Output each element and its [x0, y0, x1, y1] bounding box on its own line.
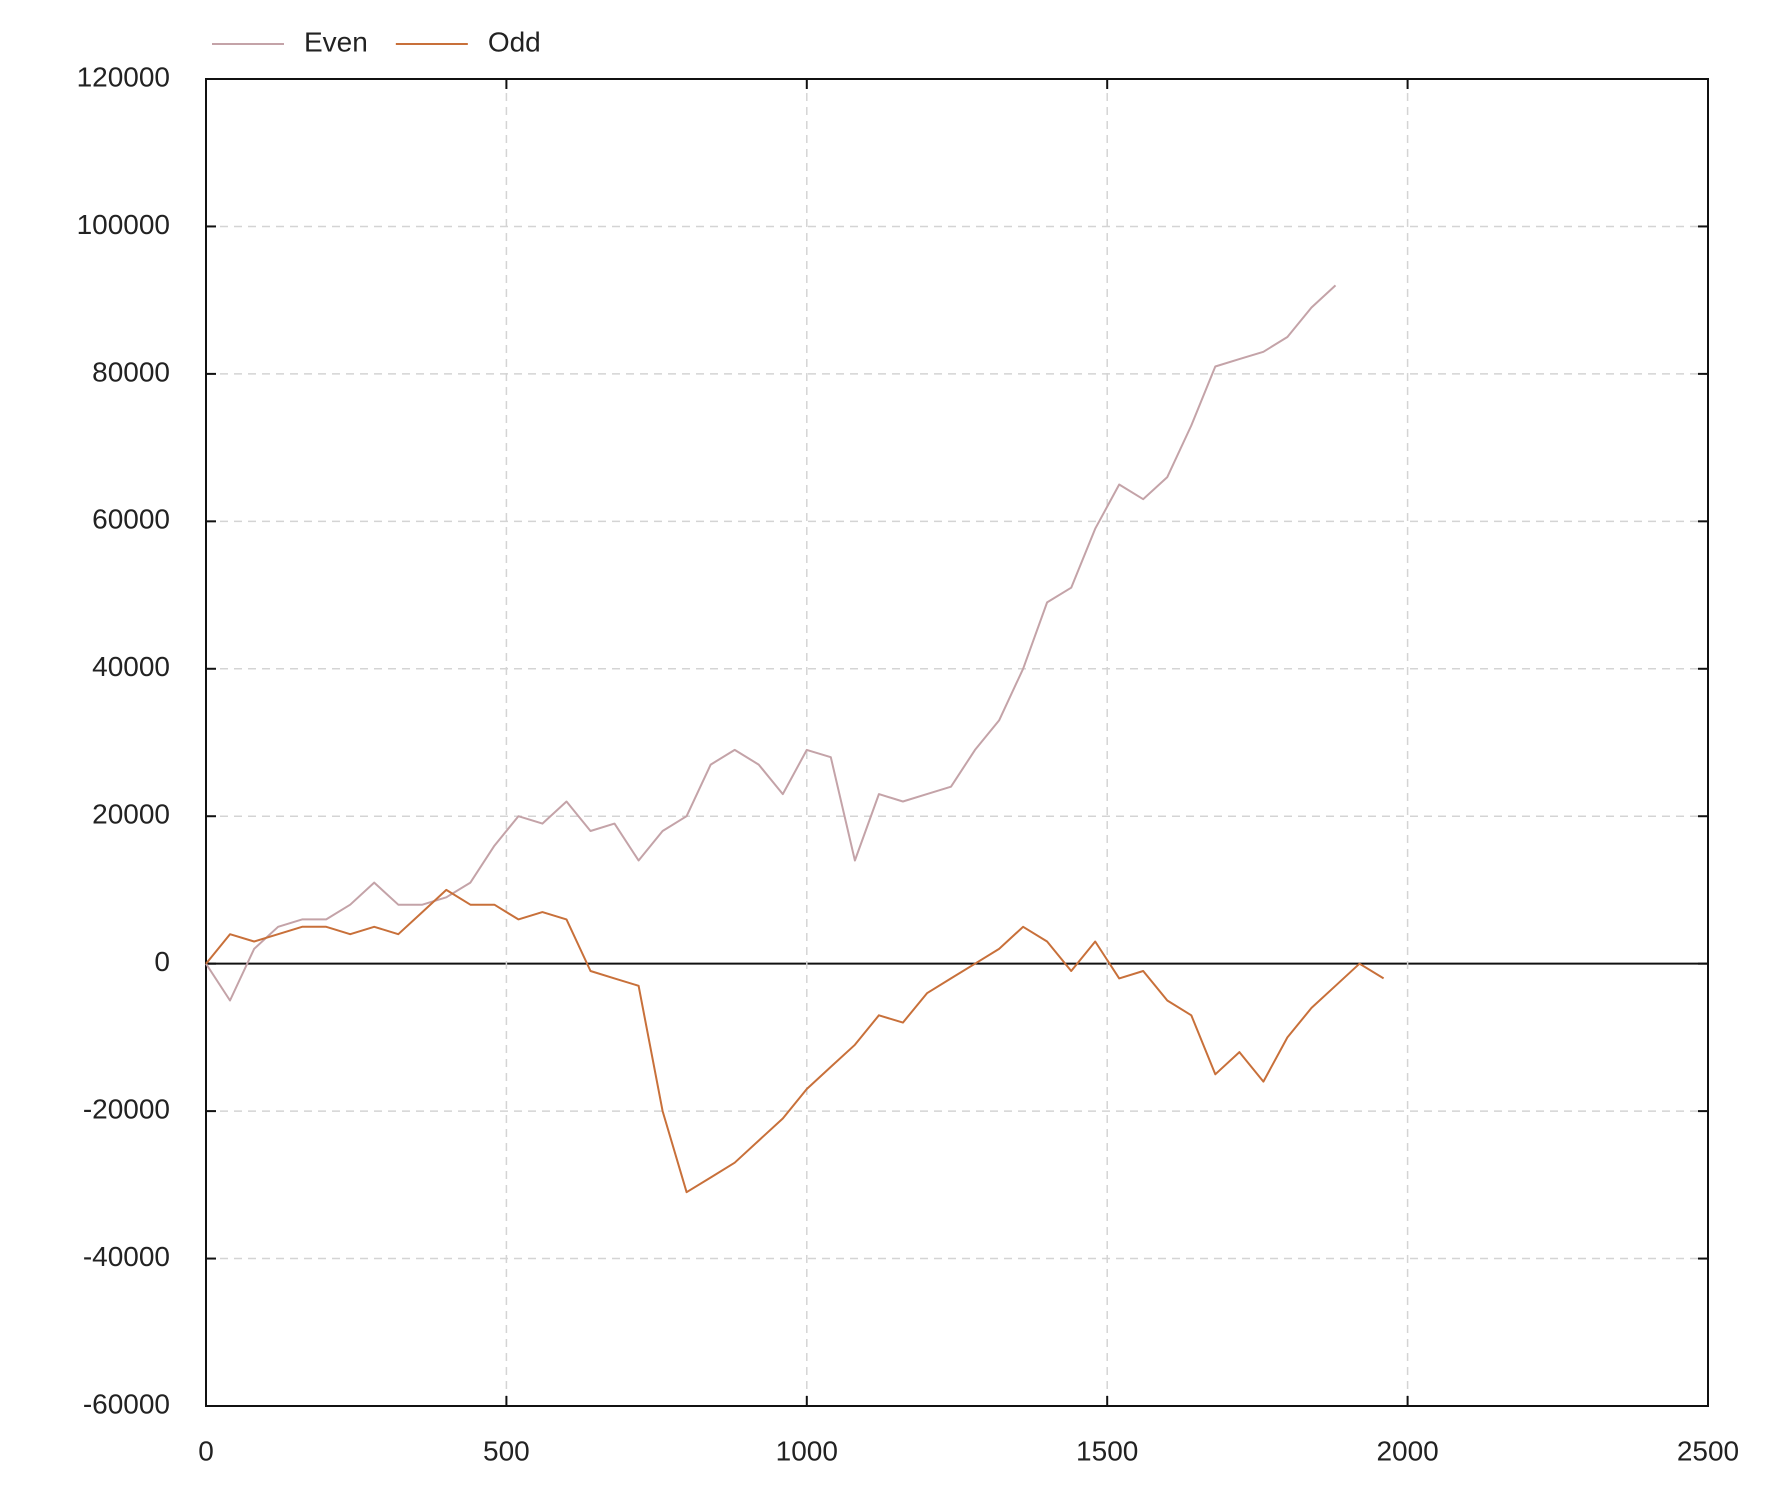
y-tick-label: 100000 [77, 209, 170, 240]
series-line [205, 888, 1385, 1194]
y-tick-label: -60000 [83, 1388, 170, 1419]
x-tick-label: 2000 [1376, 1435, 1438, 1466]
y-tick-label: 80000 [92, 356, 170, 387]
x-tick-label: 1000 [776, 1435, 838, 1466]
x-tick-label: 2500 [1677, 1435, 1739, 1466]
x-tick-label: 0 [198, 1435, 214, 1466]
y-tick-label: -20000 [83, 1094, 170, 1125]
legend-label: Even [304, 26, 368, 57]
series-line [205, 284, 1337, 1002]
y-tick-label: 0 [154, 946, 170, 977]
y-tick-label: 120000 [77, 61, 170, 92]
x-tick-label: 1500 [1076, 1435, 1138, 1466]
y-tick-label: 60000 [92, 504, 170, 535]
y-tick-label: 40000 [92, 651, 170, 682]
x-tick-label: 500 [483, 1435, 530, 1466]
y-tick-label: 20000 [92, 799, 170, 830]
plot-frame [205, 78, 1709, 1407]
y-tick-label: -40000 [83, 1241, 170, 1272]
legend-label: Odd [488, 26, 541, 57]
